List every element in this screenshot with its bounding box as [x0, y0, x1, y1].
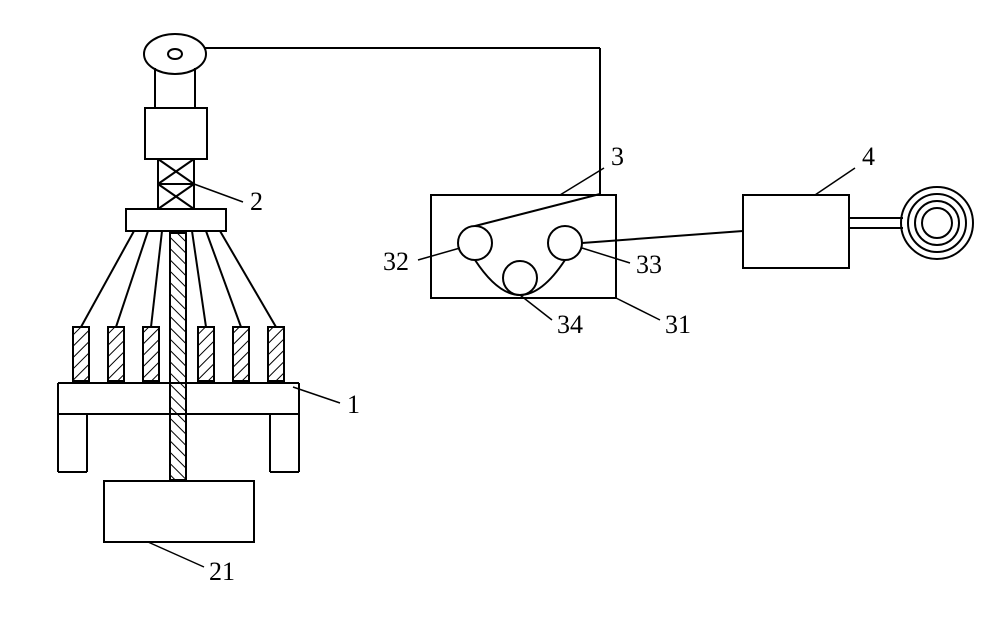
label-2: 2 [250, 187, 263, 216]
spring-section [158, 159, 194, 209]
label-3: 3 [611, 142, 624, 171]
label-32: 32 [383, 247, 409, 276]
label-1: 1 [347, 390, 360, 419]
label-31: 31 [665, 310, 691, 339]
roller-34 [503, 261, 537, 295]
roller-33 [548, 226, 582, 260]
center-column [170, 233, 186, 480]
label-33: 33 [636, 250, 662, 279]
label-21: 21 [209, 557, 235, 586]
top-pulley [144, 34, 206, 108]
label-4: 4 [862, 142, 875, 171]
plate [126, 209, 226, 231]
upper-block [145, 108, 207, 159]
motor-box [104, 481, 254, 542]
label-34: 34 [557, 310, 583, 339]
roller-32 [458, 226, 492, 260]
coil [849, 187, 973, 259]
mechanical-diagram: 2 1 21 3 4 31 32 33 34 [0, 0, 1000, 626]
wire-path [205, 48, 743, 295]
box-4 [743, 195, 849, 268]
